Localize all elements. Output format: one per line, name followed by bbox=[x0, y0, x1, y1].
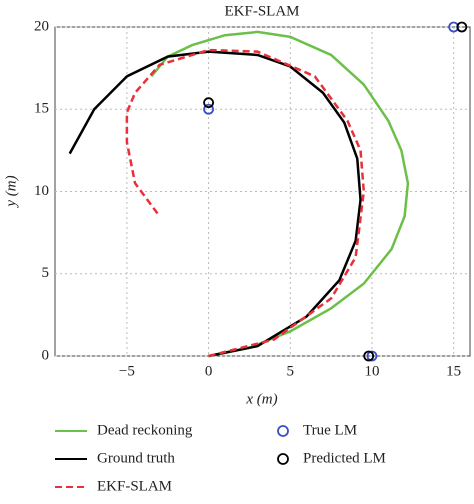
chart-title: EKF-SLAM bbox=[224, 3, 299, 19]
legend-label: True LM bbox=[303, 422, 357, 438]
x-axis-label: x (m) bbox=[245, 391, 277, 407]
legend-label: EKF-SLAM bbox=[97, 478, 172, 494]
y-tick-label: 5 bbox=[42, 265, 50, 281]
legend-marker bbox=[277, 425, 289, 437]
landmark-marker bbox=[366, 350, 378, 362]
trajectory-line bbox=[125, 48, 366, 358]
legend-label: Dead reckoning bbox=[97, 422, 193, 438]
landmark-marker bbox=[203, 103, 214, 115]
landmark-marker bbox=[363, 350, 375, 362]
y-tick-label: 10 bbox=[34, 183, 49, 199]
y-tick-label: 20 bbox=[34, 18, 49, 34]
legend-marker bbox=[277, 453, 289, 465]
x-tick-label: 10 bbox=[364, 363, 379, 379]
y-tick-label: 15 bbox=[34, 101, 49, 117]
landmark-marker bbox=[203, 97, 214, 109]
x-tick-label: 5 bbox=[287, 363, 295, 379]
legend-label: Predicted LM bbox=[303, 450, 386, 466]
landmark-marker bbox=[456, 21, 468, 33]
x-tick-label: −5 bbox=[119, 363, 135, 379]
legend-label: Ground truth bbox=[97, 450, 175, 466]
y-tick-label: 0 bbox=[42, 347, 50, 363]
x-tick-label: 15 bbox=[446, 363, 461, 379]
x-tick-label: 0 bbox=[205, 363, 213, 379]
y-axis-label: y (m) bbox=[3, 175, 19, 208]
trajectory-line bbox=[68, 50, 362, 358]
trajectory-line bbox=[150, 30, 410, 358]
